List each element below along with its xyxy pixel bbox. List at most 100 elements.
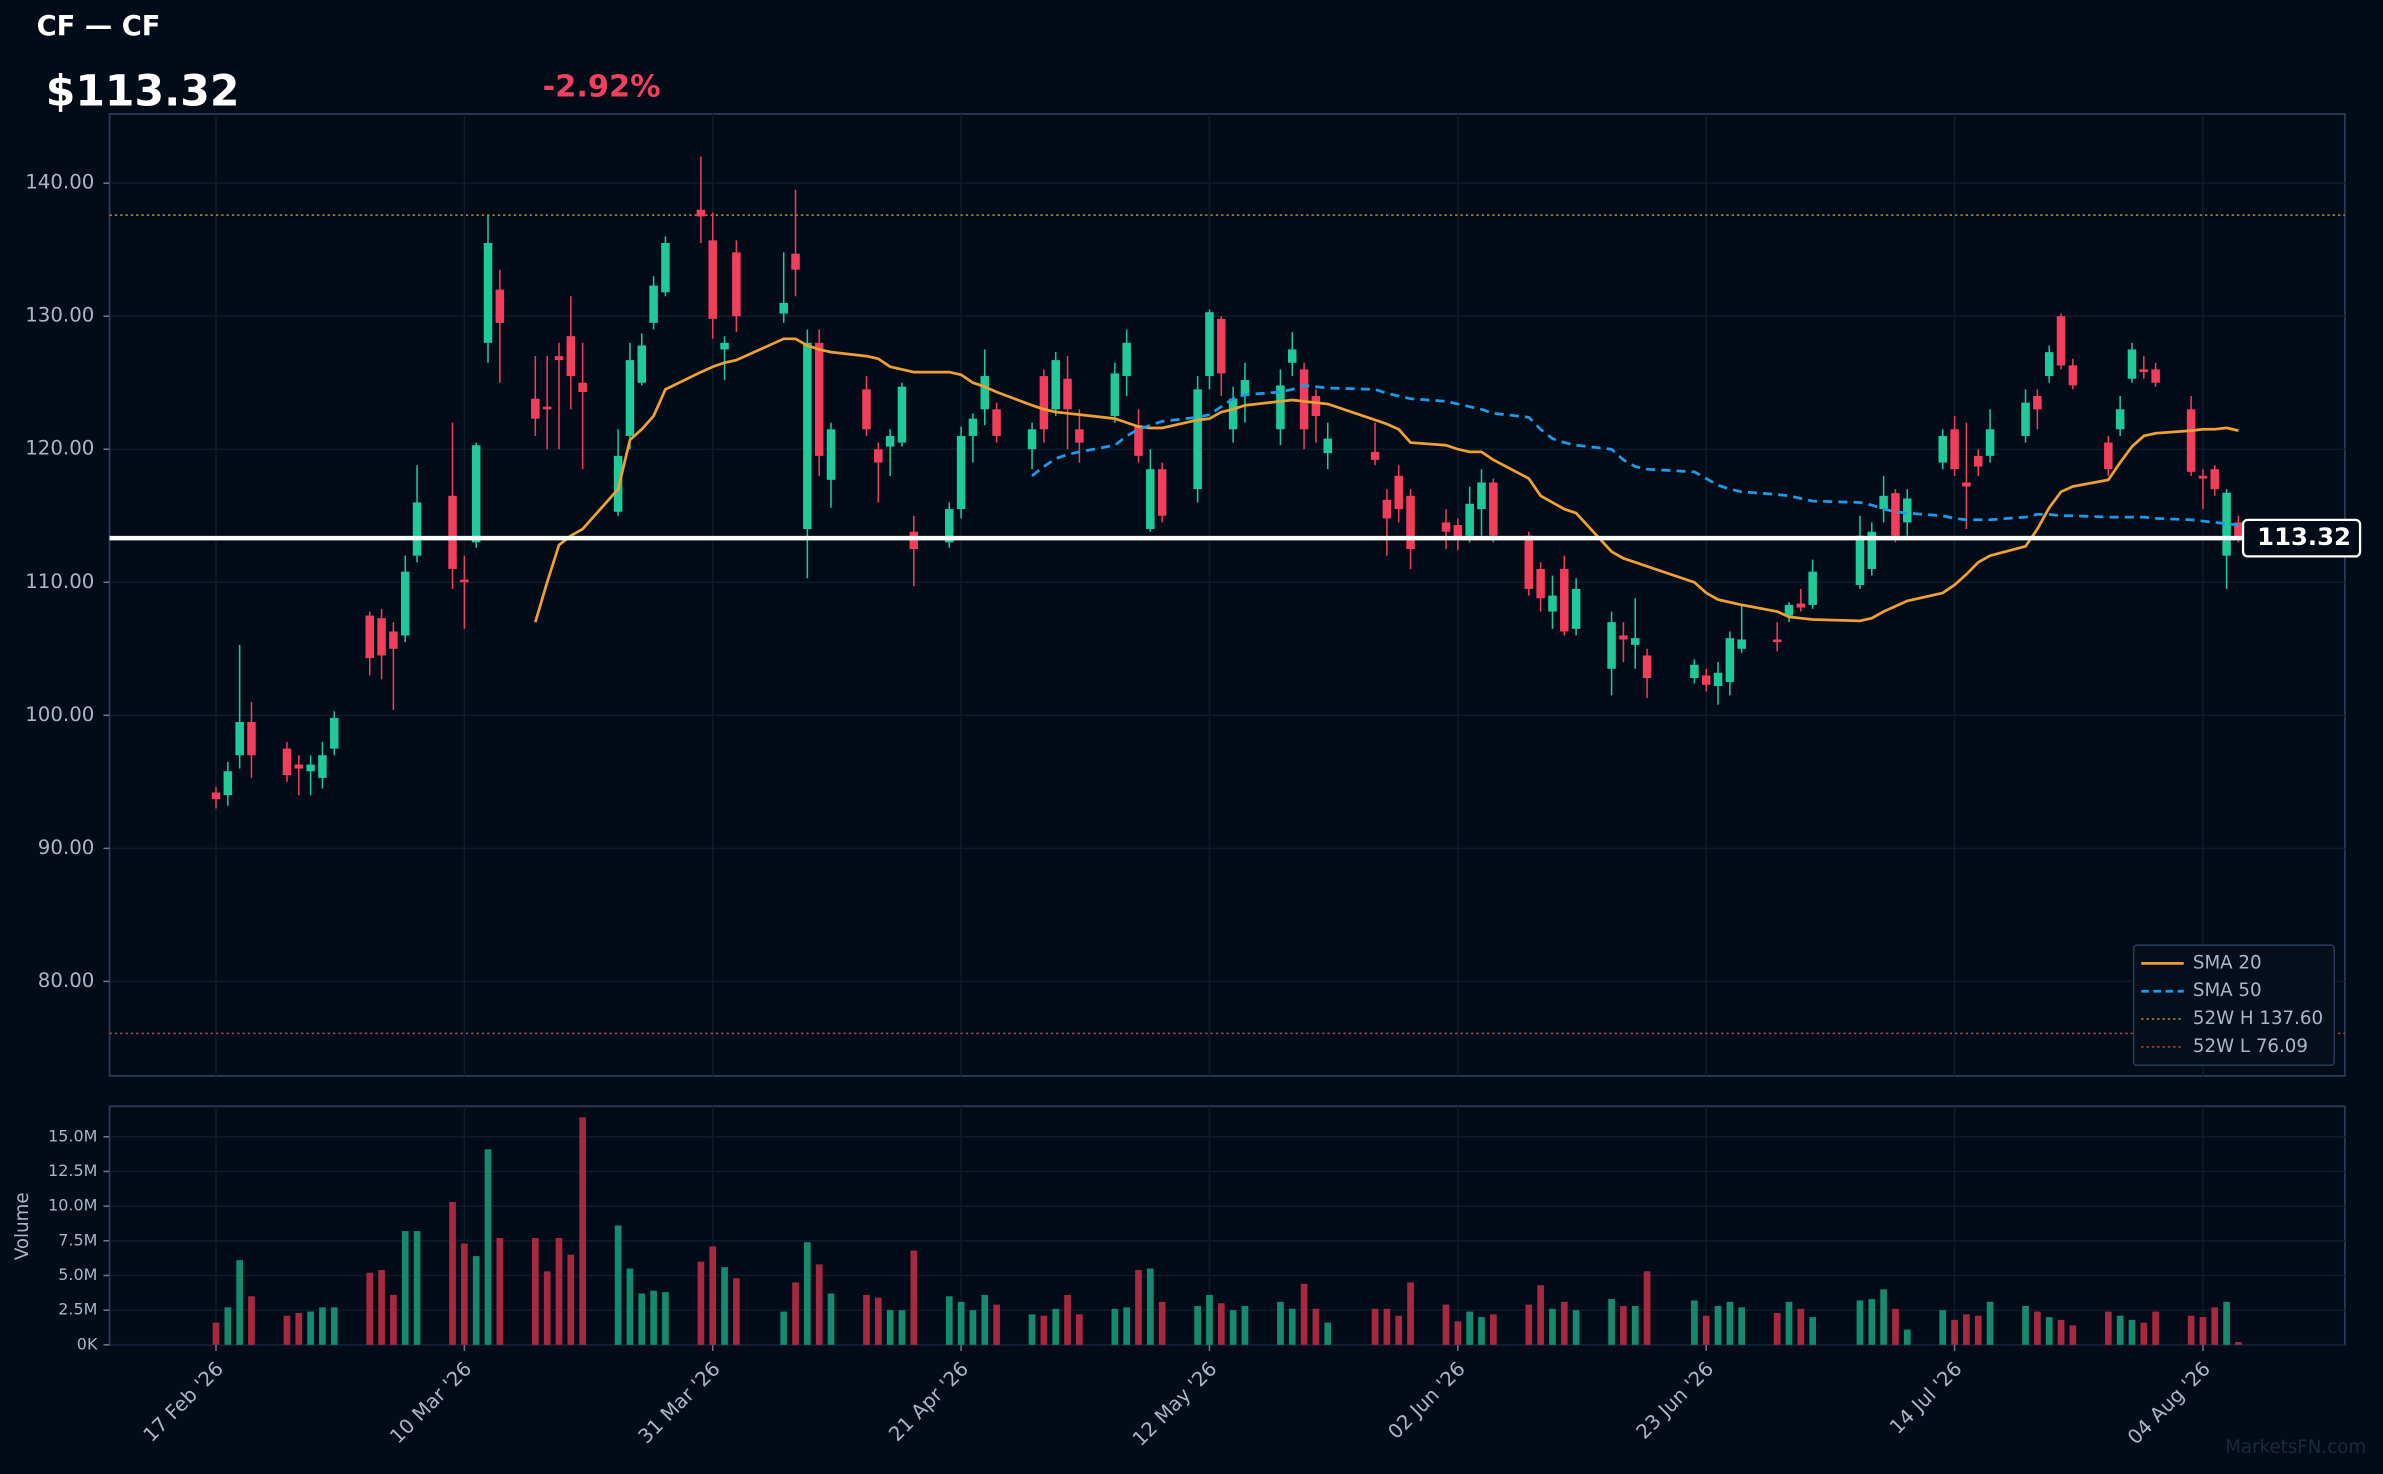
- volume-bar: [1028, 1314, 1036, 1345]
- volume-bar: [910, 1250, 918, 1345]
- candle-body: [2068, 365, 2078, 386]
- volume-bar: [804, 1242, 811, 1345]
- volume-bar: [1158, 1301, 1166, 1345]
- candle-body: [1323, 438, 1332, 454]
- volume-bar: [1643, 1271, 1651, 1345]
- volume-bar: [874, 1297, 882, 1345]
- volume-bar: [827, 1293, 835, 1345]
- candle-body: [732, 252, 741, 317]
- volume-bar: [1217, 1303, 1225, 1345]
- y-tick-label: 7.5M: [58, 1230, 97, 1249]
- candle-body: [625, 360, 635, 436]
- volume-bar: [1241, 1305, 1249, 1345]
- volume-bar: [2235, 1342, 2242, 1345]
- candle-body: [1240, 380, 1250, 397]
- volume-bar: [969, 1310, 977, 1345]
- volume-bar: [1572, 1310, 1580, 1345]
- candle-body: [956, 435, 966, 510]
- volume-bar: [1549, 1308, 1556, 1345]
- volume-bar: [662, 1292, 669, 1345]
- candle-body: [2139, 369, 2149, 373]
- watermark: MarketsFN.com: [2225, 1437, 2366, 1458]
- candle-body: [1075, 429, 1084, 443]
- candle-body: [365, 615, 375, 659]
- candle-body: [2104, 442, 2113, 470]
- volume-bar: [1206, 1294, 1213, 1345]
- candle-body: [803, 342, 812, 530]
- volume-bar: [1312, 1308, 1320, 1345]
- volume-bar: [1194, 1305, 1201, 1345]
- volume-bar: [484, 1149, 492, 1345]
- candle-body: [1938, 435, 1948, 463]
- candle-body: [1985, 429, 1995, 456]
- candle-body: [1465, 503, 1474, 536]
- candle-body: [2127, 349, 2137, 379]
- candle-body: [885, 435, 895, 447]
- y-tick-label: 12.5M: [48, 1161, 97, 1180]
- volume-bar: [2140, 1322, 2148, 1345]
- volume-bar: [1560, 1301, 1568, 1345]
- volume-bar: [1076, 1314, 1083, 1345]
- volume-bar: [1974, 1315, 1982, 1345]
- volume-bar: [555, 1238, 563, 1345]
- volume-bar: [1489, 1314, 1497, 1345]
- y-tick-label: 100.00: [25, 703, 94, 726]
- volume-bar: [614, 1225, 622, 1345]
- candle-body: [1855, 535, 1865, 585]
- candle-body: [1571, 588, 1581, 629]
- candle-body: [779, 302, 788, 314]
- volume-bar: [1892, 1308, 1899, 1345]
- candle-body: [389, 631, 398, 649]
- candle-body: [1701, 675, 1711, 685]
- candle-body: [1690, 664, 1699, 679]
- candle-body: [1276, 385, 1285, 430]
- candle-body: [661, 243, 670, 293]
- candle-body: [1063, 378, 1072, 410]
- candle-body: [1973, 455, 1983, 467]
- volume-bar: [1288, 1308, 1296, 1345]
- volume-bar: [543, 1271, 551, 1345]
- candle-body: [247, 721, 256, 756]
- candle-body: [1299, 369, 1309, 430]
- volume-bar: [1324, 1322, 1332, 1345]
- candle-body: [992, 409, 1001, 436]
- candle-body: [1193, 389, 1202, 490]
- candle-body: [2210, 469, 2220, 490]
- volume-bar: [709, 1246, 717, 1345]
- volume-bar: [2045, 1317, 2053, 1345]
- volume-bar: [626, 1268, 634, 1345]
- volume-bar: [2069, 1325, 2077, 1345]
- candle-body: [1903, 498, 1912, 523]
- candle-body: [2222, 492, 2231, 556]
- volume-bar: [792, 1282, 799, 1345]
- volume-bar: [638, 1293, 646, 1345]
- volume-bar: [1620, 1305, 1627, 1345]
- candle-body: [720, 342, 729, 350]
- candle-body: [306, 764, 315, 772]
- candle-body: [2115, 409, 2125, 430]
- candle-body: [2186, 409, 2196, 472]
- volume-bar: [1903, 1329, 1911, 1345]
- candle-body: [1228, 398, 1238, 430]
- candle-body: [2234, 522, 2243, 539]
- candle-body: [814, 342, 824, 456]
- volume-bar: [863, 1294, 870, 1345]
- y-tick-label: 120.00: [25, 437, 94, 460]
- y-tick-label: 130.00: [25, 304, 94, 327]
- candle-body: [1122, 342, 1131, 377]
- candle-body: [1524, 535, 1534, 589]
- volume-bar: [449, 1201, 456, 1345]
- volume-bar: [2199, 1317, 2207, 1345]
- volume-bar: [1395, 1315, 1403, 1345]
- candle-body: [1642, 655, 1652, 679]
- y-tick-label: 140.00: [25, 171, 94, 194]
- volume-bar: [1951, 1319, 1958, 1345]
- volume-bar: [366, 1272, 374, 1345]
- volume-bar: [567, 1254, 575, 1345]
- candle-body: [412, 502, 422, 556]
- candle-body: [696, 209, 706, 217]
- candle-body: [2198, 475, 2208, 479]
- sma-line: [534, 337, 2239, 623]
- volume-bar: [531, 1238, 539, 1345]
